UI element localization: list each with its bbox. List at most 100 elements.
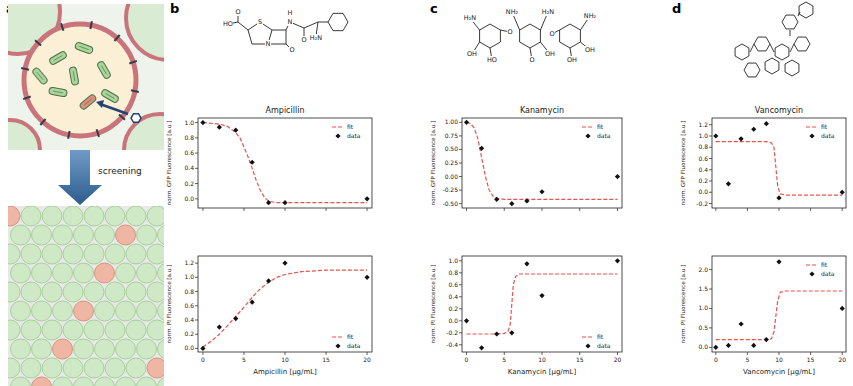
atom-label: OH	[467, 50, 477, 58]
droplet-array	[8, 206, 164, 386]
droplet	[63, 282, 83, 302]
bond	[272, 30, 286, 31]
droplet	[95, 339, 115, 359]
x-tick	[779, 352, 780, 355]
y-tick-label: 0.00	[445, 173, 459, 180]
y-tick-label: 0.6	[184, 302, 194, 309]
y-tick	[459, 190, 462, 191]
data-point	[776, 195, 781, 200]
chart-title: Kanamycin	[520, 106, 564, 115]
droplet	[147, 320, 164, 340]
plot-area	[464, 258, 620, 350]
droplet	[105, 358, 125, 378]
x-tick	[579, 208, 580, 211]
droplet	[158, 377, 165, 386]
atom-bg	[309, 34, 323, 42]
droplet	[116, 263, 136, 283]
x-tick	[842, 208, 843, 211]
x-tick	[542, 208, 543, 211]
legend-label: fit	[821, 123, 828, 130]
data-point	[217, 125, 222, 130]
plot-frame	[462, 118, 622, 208]
x-tick-label: 20	[838, 356, 846, 363]
x-tick-label: 5	[502, 356, 506, 363]
y-axis-label: norm. PI Fluorescence [a.u.]	[430, 265, 436, 344]
data-point	[200, 120, 205, 125]
data-point	[266, 278, 271, 283]
y-tick-label: -0.50	[442, 200, 458, 207]
y-tick	[195, 334, 198, 335]
y-tick-label: 0.6	[698, 155, 708, 162]
ring	[735, 44, 749, 60]
droplet	[74, 377, 94, 386]
plot-frame	[712, 118, 846, 208]
droplet	[147, 206, 164, 226]
data-point	[539, 189, 544, 194]
legend-swatch	[585, 133, 590, 138]
data-point	[840, 190, 845, 195]
data-point	[764, 121, 769, 126]
x-tick-label: 15	[322, 356, 330, 363]
droplet	[53, 377, 73, 386]
y-tick	[195, 291, 198, 292]
droplet	[8, 120, 40, 150]
y-tick-label: 0.2	[184, 330, 194, 337]
membrane-channel	[68, 131, 70, 139]
y-tick	[709, 147, 712, 148]
cell	[74, 42, 93, 55]
y-tick	[459, 163, 462, 164]
plot-frame	[462, 256, 622, 352]
droplet-positive	[116, 225, 136, 245]
droplet	[63, 358, 83, 378]
droplet	[63, 320, 83, 340]
bond	[286, 30, 287, 44]
y-tick	[195, 137, 198, 138]
cell-detail	[84, 99, 92, 105]
plot-frame	[198, 118, 372, 208]
ring	[794, 37, 810, 51]
legend-swatch	[582, 126, 594, 127]
x-tick	[842, 352, 843, 355]
atom-label: O	[235, 8, 240, 16]
atom-bg	[235, 8, 241, 16]
data-point	[615, 258, 620, 263]
data-point	[282, 200, 287, 205]
y-tick	[459, 260, 462, 261]
membrane-channel	[40, 119, 45, 125]
atom-bg	[585, 46, 595, 54]
droplet	[126, 282, 146, 302]
cell-detail	[54, 56, 63, 61]
data-point	[494, 331, 499, 336]
droplet	[24, 24, 136, 136]
y-tick-label: 0.8	[698, 143, 708, 150]
bond	[318, 22, 328, 23]
cell-detail	[73, 71, 75, 81]
droplet	[53, 263, 73, 283]
y-tick-label: 1.0	[698, 132, 708, 139]
chart: 051015200.00.51.01.52.0Vancomycin [μg/mL…	[680, 256, 846, 376]
ring	[480, 24, 501, 48]
atom-label: O	[507, 28, 512, 36]
y-tick-label: 0.0	[184, 344, 194, 351]
droplet	[147, 244, 164, 264]
bacterium	[32, 67, 49, 85]
cell	[96, 60, 111, 79]
data-point	[509, 330, 514, 335]
y-tick	[709, 192, 712, 193]
fit-line	[467, 274, 618, 334]
data-point	[494, 197, 499, 202]
cell-detail	[106, 94, 115, 99]
droplet	[11, 225, 31, 245]
data-point	[250, 160, 255, 165]
y-tick	[709, 347, 712, 348]
figure: abcdscreeningHOOSNOHNOH₂NH₂NOHHOONH₂OH₂N…	[0, 0, 853, 386]
atom-bg	[289, 46, 295, 54]
cell	[69, 67, 79, 86]
atom-bg	[487, 56, 497, 64]
data-point	[751, 343, 756, 348]
legend-swatch	[585, 343, 590, 348]
ring	[520, 24, 541, 48]
cell	[79, 94, 97, 111]
droplet-positive	[95, 263, 115, 283]
panel-label: d	[672, 1, 681, 16]
